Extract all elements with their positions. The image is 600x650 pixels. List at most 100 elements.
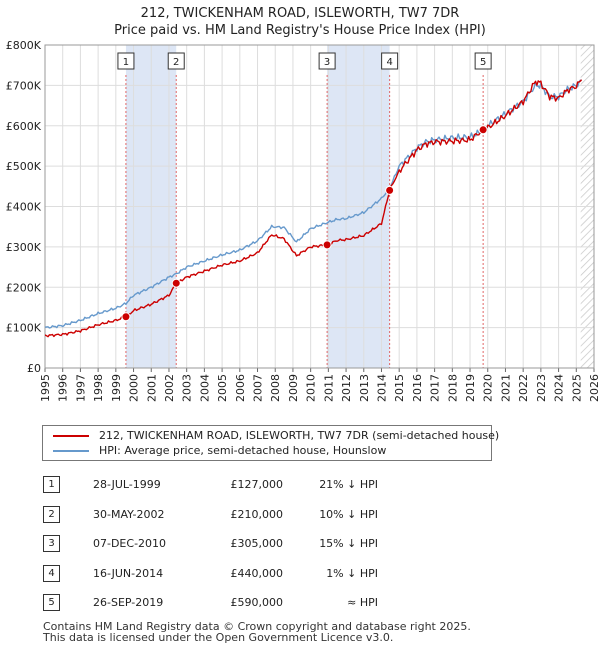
hpi-line	[45, 79, 582, 329]
x-tick-label: 2014	[375, 374, 388, 402]
series-lines	[45, 79, 583, 338]
sale-hpi-diff: 1% ↓ HPI	[326, 566, 378, 580]
y-tick-label: £800K	[6, 39, 42, 52]
grid-lines	[44, 44, 595, 372]
sale-hpi-diff: 15% ↓ HPI	[319, 537, 378, 551]
y-tick-label: £300K	[6, 241, 42, 254]
x-tick-label: 2006	[234, 374, 247, 402]
sale-vertical-lines	[125, 75, 484, 368]
x-tick-label: 2024	[553, 374, 566, 402]
sale-date: 28-JUL-1999	[93, 478, 161, 492]
x-tick-label: 1996	[57, 374, 70, 402]
sale-hpi-diff: 21% ↓ HPI	[319, 478, 378, 492]
y-tick-label: £600K	[6, 120, 42, 133]
x-tick-label: 2025	[570, 374, 583, 402]
sale-marker-box	[117, 52, 135, 70]
sale-date: 26-SEP-2019	[93, 596, 164, 610]
sale-price: £210,000	[230, 507, 284, 521]
sale-marker-label: 4	[386, 57, 392, 68]
sale-marker-box	[318, 52, 336, 70]
x-tick-label: 2005	[216, 374, 229, 402]
sale-point	[385, 185, 395, 195]
x-tick-label: 2007	[252, 374, 265, 402]
sale-date: 30-MAY-2002	[93, 507, 165, 521]
x-tick-label: 2012	[340, 374, 353, 402]
sale-price: £127,000	[230, 478, 284, 492]
y-tick-label: £0	[27, 362, 41, 375]
x-tick-label: 2009	[287, 374, 300, 402]
x-tick-label: 1997	[74, 374, 87, 402]
sale-marker-label: 2	[173, 57, 179, 68]
sale-point	[121, 312, 131, 322]
sale-number-boxes: 1 2 3 4 5	[117, 52, 492, 70]
sale-price: £305,000	[230, 537, 284, 551]
x-tick-label: 2023	[535, 374, 548, 402]
x-tick-label: 2000	[128, 374, 141, 402]
sale-marker-label: 1	[123, 57, 129, 68]
x-tick-label: 1999	[110, 374, 123, 402]
sale-marker-box	[167, 52, 185, 70]
x-tick-label: 2002	[163, 374, 176, 402]
x-tick-label: 2019	[464, 374, 477, 402]
x-tick-label: 2017	[429, 374, 442, 402]
sale-point	[478, 125, 488, 135]
x-tick-label: 2004	[198, 374, 211, 402]
sale-marker-box	[381, 52, 399, 70]
y-tick-label: £700K	[6, 79, 42, 92]
x-tick-label: 2010	[305, 374, 318, 402]
y-tick-labels: £0 £100K £200K £300K £400K £500K £600K £700K £80…	[6, 39, 42, 375]
x-tick-label: 2015	[393, 374, 406, 402]
legend-label-property: 212, TWICKENHAM ROAD, ISLEWORTH, TW7 7DR…	[99, 429, 500, 442]
sale-hpi-diff: 10% ↓ HPI	[319, 507, 378, 521]
sales-table: 1 28-JUL-1999 £127,000 21% ↓ HPI 2 30-MA…	[43, 470, 378, 618]
y-tick-label: £100K	[6, 322, 42, 335]
x-tick-label: 2013	[358, 374, 371, 402]
x-tick-label: 2011	[322, 374, 335, 402]
table-row: 1 28-JUL-1999 £127,000 21% ↓ HPI	[43, 470, 378, 500]
x-tick-label: 2016	[411, 374, 424, 402]
price-chart: £0 £100K £200K £300K £400K £500K £600K £700K £80…	[6, 39, 600, 402]
sale-number: 4	[43, 564, 60, 582]
y-tick-label: £400K	[6, 201, 42, 214]
y-tick-label: £200K	[6, 281, 42, 294]
x-tick-label: 2020	[482, 374, 495, 402]
legend: 212, TWICKENHAM ROAD, ISLEWORTH, TW7 7DR…	[42, 425, 499, 461]
table-row: 5 26-SEP-2019 £590,000 ≈ HPI	[43, 588, 378, 618]
sale-date: 07-DEC-2010	[93, 537, 167, 551]
table-row: 2 30-MAY-2002 £210,000 10% ↓ HPI	[43, 500, 378, 530]
sale-price: £440,000	[230, 566, 284, 580]
x-tick-label: 2008	[269, 374, 282, 402]
property-price-line	[45, 79, 583, 338]
sale-number: 1	[43, 476, 60, 494]
table-row: 4 16-JUN-2014 £440,000 1% ↓ HPI	[43, 559, 378, 589]
chart-subtitle: Price paid vs. HM Land Registry's House …	[114, 23, 486, 38]
sale-point	[171, 278, 181, 288]
table-row: 3 07-DEC-2010 £305,000 15% ↓ HPI	[43, 529, 378, 559]
sale-price: £590,000	[230, 596, 284, 610]
x-tick-labels: 1995 1996 1997 1998 1999 2000 2001 2002 2003 2004…	[39, 374, 600, 402]
footer: Contains HM Land Registry data © Crown c…	[43, 621, 471, 643]
plot-frame	[44, 44, 595, 369]
x-tick-label: 2022	[517, 374, 530, 402]
x-tick-label: 2026	[588, 374, 600, 402]
legend-swatch-blue	[53, 450, 89, 452]
x-tick-label: 1995	[39, 374, 52, 402]
y-tick-label: £500K	[6, 160, 42, 173]
sale-hpi-diff: ≈ HPI	[347, 596, 378, 610]
x-tick-label: 2001	[145, 374, 158, 402]
x-tick-label: 2018	[446, 374, 459, 402]
sale-number: 3	[43, 535, 60, 553]
sale-marker-label: 5	[480, 57, 486, 68]
legend-label-hpi: HPI: Average price, semi-detached house,…	[99, 444, 387, 457]
chart-title: 212, TWICKENHAM ROAD, ISLEWORTH, TW7 7DR	[140, 6, 460, 21]
legend-swatch-red	[53, 435, 89, 437]
footer-copyright: Contains HM Land Registry data © Crown c…	[43, 620, 471, 633]
sale-points	[121, 125, 488, 322]
sale-marker-label: 3	[324, 57, 330, 68]
sale-number: 2	[43, 505, 60, 523]
sale-number: 5	[43, 594, 60, 612]
footer-license: This data is licensed under the Open Gov…	[43, 631, 394, 644]
sale-date: 16-JUN-2014	[93, 566, 164, 580]
sale-point	[322, 240, 332, 250]
x-tick-label: 2021	[499, 374, 512, 402]
